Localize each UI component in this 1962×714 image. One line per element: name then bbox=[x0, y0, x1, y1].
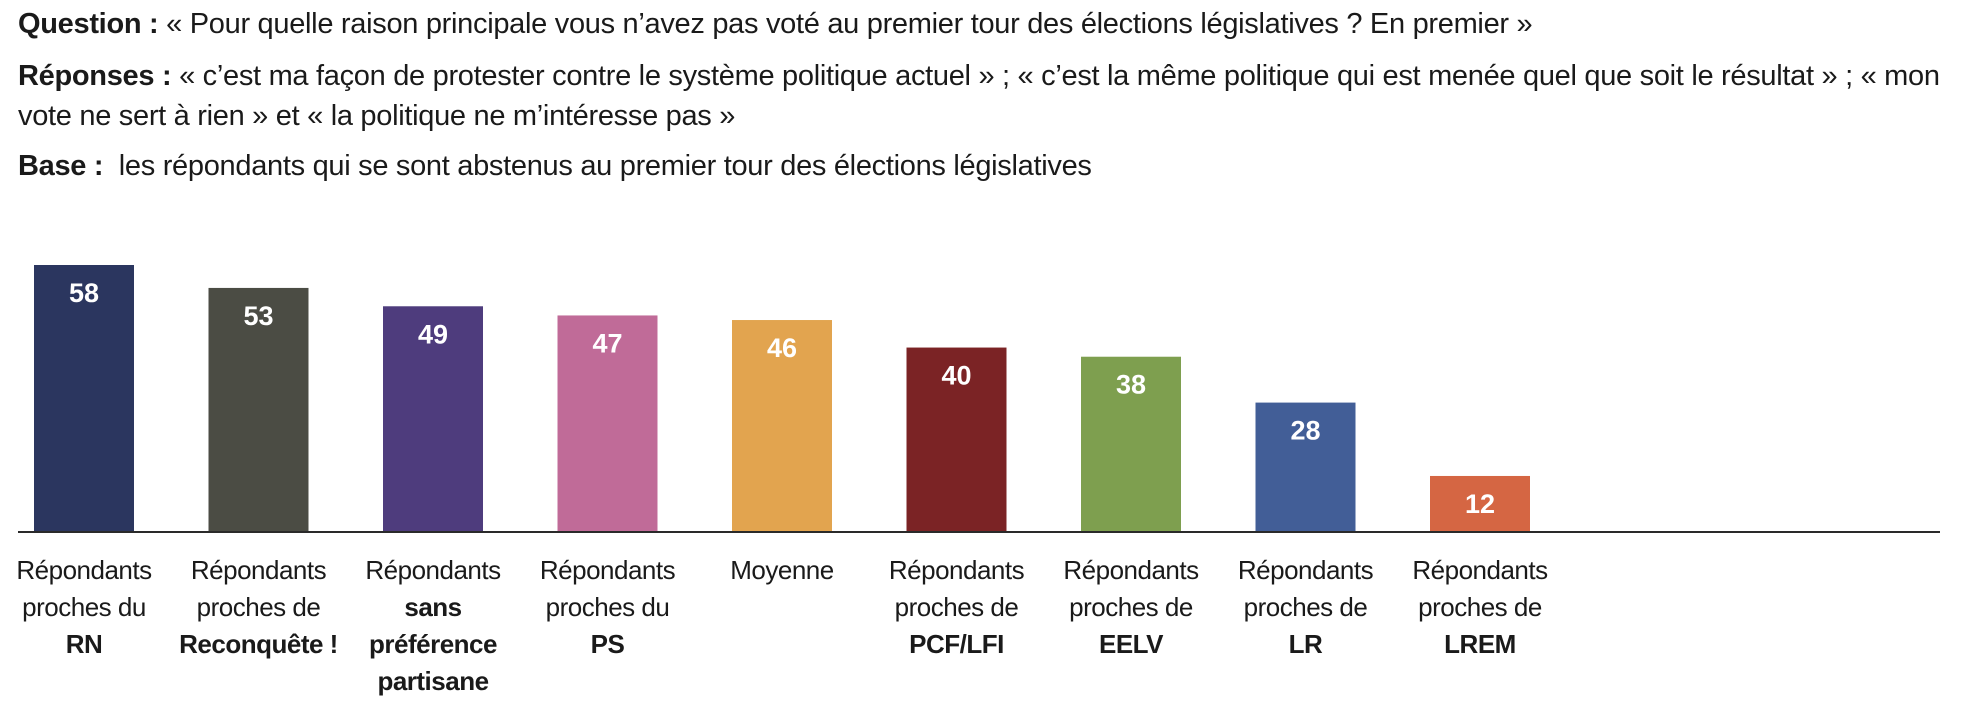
responses-line: Réponses : « c’est ma façon de protester… bbox=[18, 56, 1948, 136]
category-label-bold: LREM bbox=[1444, 629, 1516, 659]
category-label-line: Répondants bbox=[16, 555, 152, 585]
bar bbox=[906, 347, 1007, 531]
category-label-bold: PCF/LFI bbox=[909, 629, 1004, 659]
bar-value-label: 40 bbox=[941, 361, 971, 391]
category-label-line: Répondants bbox=[1237, 555, 1374, 585]
base-line: Base : les répondants qui se sont absten… bbox=[18, 146, 1948, 186]
category-tick-label: Répondants proches de EELV bbox=[1041, 552, 1221, 663]
bar bbox=[1081, 356, 1181, 531]
category-label-bold: EELV bbox=[1099, 629, 1163, 659]
bar bbox=[383, 306, 483, 531]
bar-value-label: 46 bbox=[767, 333, 797, 363]
category-label-line: proches du bbox=[545, 592, 670, 622]
category-tick-label: Répondants proches de PCF/LFI bbox=[867, 552, 1047, 663]
category-tick-label: Répondants sans préférence partisane bbox=[343, 552, 523, 700]
category-tick-label: Répondants proches de LREM bbox=[1390, 552, 1570, 663]
bar bbox=[34, 265, 134, 531]
bar bbox=[1255, 402, 1356, 531]
bar bbox=[1430, 475, 1530, 531]
category-tick-label: Répondants proches du RN bbox=[0, 552, 174, 663]
bar-value-label: 28 bbox=[1290, 416, 1320, 446]
category-label-bold: sans préférence partisane bbox=[369, 592, 497, 696]
category-label-line: proches du bbox=[22, 592, 146, 622]
question-label: Question : bbox=[18, 8, 159, 40]
category-label-line: proches de bbox=[1418, 592, 1542, 622]
category-tick-label: Répondants proches du PS bbox=[518, 552, 698, 663]
bar-value-label: 49 bbox=[418, 319, 448, 349]
bar-value-label: 47 bbox=[592, 328, 622, 358]
category-label-line: Répondants bbox=[1063, 555, 1199, 585]
bar bbox=[208, 287, 309, 531]
question-line: Question : « Pour quelle raison principa… bbox=[18, 4, 1948, 44]
responses-text: « c’est ma façon de protester contre le … bbox=[18, 60, 1940, 132]
category-label-line: Répondants bbox=[365, 555, 501, 585]
bar-value-label: 53 bbox=[243, 301, 273, 331]
bar-value-label: 38 bbox=[1116, 370, 1146, 400]
base-label: Base : bbox=[18, 150, 104, 182]
category-label-line: proches de bbox=[196, 592, 321, 622]
category-label-line: proches de bbox=[1069, 592, 1193, 622]
bar bbox=[557, 315, 658, 531]
category-label-bold: Reconquête ! bbox=[179, 629, 338, 659]
category-label-bold: LR bbox=[1288, 629, 1323, 659]
category-label-bold: PS bbox=[590, 629, 625, 659]
responses-label: Réponses : bbox=[18, 60, 172, 92]
category-label-bold: RN bbox=[65, 629, 103, 659]
category-label-line: Répondants bbox=[190, 555, 327, 585]
category-tick-label: Répondants proches de LR bbox=[1216, 552, 1396, 663]
category-label-line: proches de bbox=[1243, 592, 1368, 622]
category-label-line: Moyenne bbox=[730, 555, 834, 585]
category-label-line: Répondants bbox=[888, 555, 1025, 585]
category-tick-label: Répondants proches de Reconquête ! bbox=[169, 552, 349, 663]
base-text: les répondants qui se sont abstenus au p… bbox=[118, 150, 1092, 182]
category-label-line: Répondants bbox=[1412, 555, 1548, 585]
bar-value-label: 12 bbox=[1465, 489, 1495, 519]
category-tick-label: Moyenne bbox=[692, 552, 872, 589]
category-label-line: Répondants bbox=[539, 555, 676, 585]
question-text: « Pour quelle raison principale vous n’a… bbox=[166, 8, 1533, 40]
bar-value-label: 58 bbox=[69, 278, 99, 308]
category-label-line: proches de bbox=[894, 592, 1019, 622]
bar bbox=[732, 320, 832, 531]
